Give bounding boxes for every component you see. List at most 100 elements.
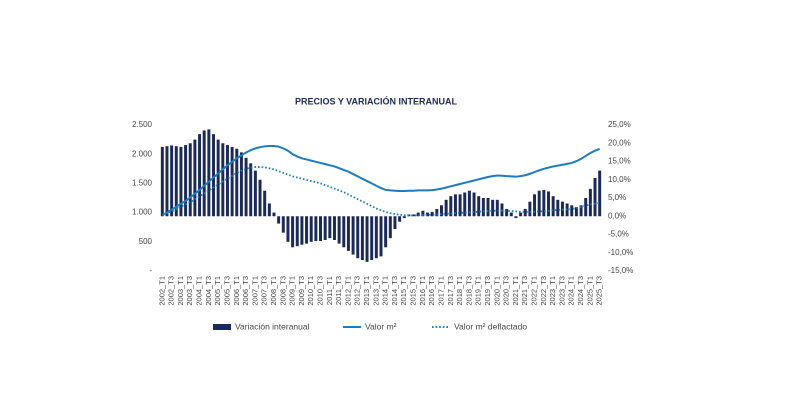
bar <box>202 130 206 217</box>
y2-tick-label: 10,0% <box>608 175 631 184</box>
x-tick-label: 2018_T3 <box>464 276 473 306</box>
x-tick-label: 2012_T1 <box>343 276 352 306</box>
x-tick-label: 2019_T1 <box>474 276 483 306</box>
y-tick-label: 2.000 <box>132 149 153 158</box>
bar <box>477 196 481 217</box>
bar <box>244 157 248 217</box>
legend-label: Valor m² deflactado <box>454 321 527 331</box>
x-tick-label: 2002_T3 <box>167 276 176 306</box>
bar <box>402 216 406 219</box>
bar <box>421 210 425 217</box>
x-tick-label: 2024_T1 <box>567 276 576 306</box>
bar <box>393 216 397 230</box>
bar <box>235 148 239 217</box>
x-tick-label: 2021_T3 <box>520 276 529 306</box>
bar <box>570 205 574 217</box>
x-tick-label: 2007_T1 <box>250 276 259 306</box>
bar <box>472 192 476 217</box>
y-tick-label: 1.500 <box>132 179 153 188</box>
x-tick-label: 2012_T3 <box>353 276 362 306</box>
bar <box>370 216 374 261</box>
legend-swatch <box>213 324 231 330</box>
bar <box>193 139 197 217</box>
x-tick-label: 2008_T1 <box>269 276 278 306</box>
x-tick-label: 2003_T3 <box>185 276 194 306</box>
bar <box>221 143 225 217</box>
bar <box>300 216 304 245</box>
bar <box>337 216 341 244</box>
bar <box>165 146 169 217</box>
x-tick-label: 2002_T1 <box>157 276 166 306</box>
bar <box>249 163 253 217</box>
bar <box>481 198 485 217</box>
y-tick-label: 500 <box>139 237 153 246</box>
x-tick-label: 2020_T1 <box>492 276 501 306</box>
bar <box>435 208 439 217</box>
bar <box>356 216 360 259</box>
y2-tick-label: 0,0% <box>608 211 626 220</box>
bar <box>579 205 583 217</box>
bar <box>537 190 541 217</box>
bar <box>360 216 364 261</box>
bar <box>398 216 402 222</box>
y2-tick-label: -15,0% <box>608 266 633 275</box>
y2-tick-label: -10,0% <box>608 248 633 257</box>
bar <box>267 203 271 217</box>
bar <box>212 134 215 217</box>
bar <box>174 146 178 217</box>
bar <box>346 216 350 251</box>
bar <box>426 212 430 217</box>
x-tick-label: 2011_T3 <box>334 276 343 305</box>
bar <box>198 134 202 217</box>
x-tick-label: 2013_T3 <box>371 276 380 306</box>
bar <box>467 190 471 217</box>
bar <box>263 190 267 217</box>
bar <box>295 216 299 247</box>
bar <box>374 216 378 259</box>
bar <box>286 216 290 242</box>
bar <box>547 191 550 217</box>
x-tick-label: 2005_T3 <box>222 276 231 306</box>
bar <box>160 146 164 217</box>
bar <box>509 212 513 217</box>
bar <box>277 216 281 224</box>
x-tick-label: 2014_T1 <box>381 276 390 306</box>
bar <box>323 216 327 240</box>
bar <box>598 170 602 217</box>
bar <box>388 216 392 239</box>
bar <box>305 216 309 244</box>
bar <box>309 216 313 242</box>
x-tick-label: 2025_T1 <box>585 276 594 306</box>
x-tick-label: 2015_T3 <box>409 276 418 306</box>
bar <box>319 216 323 242</box>
bar <box>384 216 388 248</box>
bar <box>449 196 453 217</box>
bar <box>430 211 434 217</box>
bar <box>207 129 211 217</box>
x-tick-label: 2006_T3 <box>241 276 250 306</box>
x-tick-label: 2008_T3 <box>278 276 287 306</box>
bar <box>528 201 532 217</box>
x-tick-label: 2016_T3 <box>427 276 436 306</box>
x-tick-label: 2006_T1 <box>232 276 241 306</box>
y-tick-label: 2.500 <box>132 120 153 129</box>
y2-tick-label: -5,0% <box>608 230 629 239</box>
dotted-line <box>162 166 600 217</box>
bar <box>551 196 555 217</box>
x-tick-label: 2020_T3 <box>502 276 511 306</box>
bar <box>495 199 499 217</box>
x-tick-label: 2025_T3 <box>595 276 604 306</box>
bar <box>342 216 346 248</box>
bar <box>258 179 262 217</box>
y2-tick-label: 5,0% <box>608 193 626 202</box>
bar <box>458 194 462 217</box>
bar <box>328 216 332 239</box>
x-tick-label: 2010_T1 <box>306 276 315 306</box>
x-tick-label: 2009_T1 <box>288 276 297 306</box>
x-tick-label: 2019_T3 <box>483 276 492 306</box>
bar <box>239 152 243 217</box>
x-tick-label: 2015_T1 <box>399 276 408 306</box>
bar <box>351 216 355 255</box>
x-tick-label: 2024_T3 <box>576 276 585 306</box>
x-tick-label: 2007_T3 <box>260 276 269 306</box>
